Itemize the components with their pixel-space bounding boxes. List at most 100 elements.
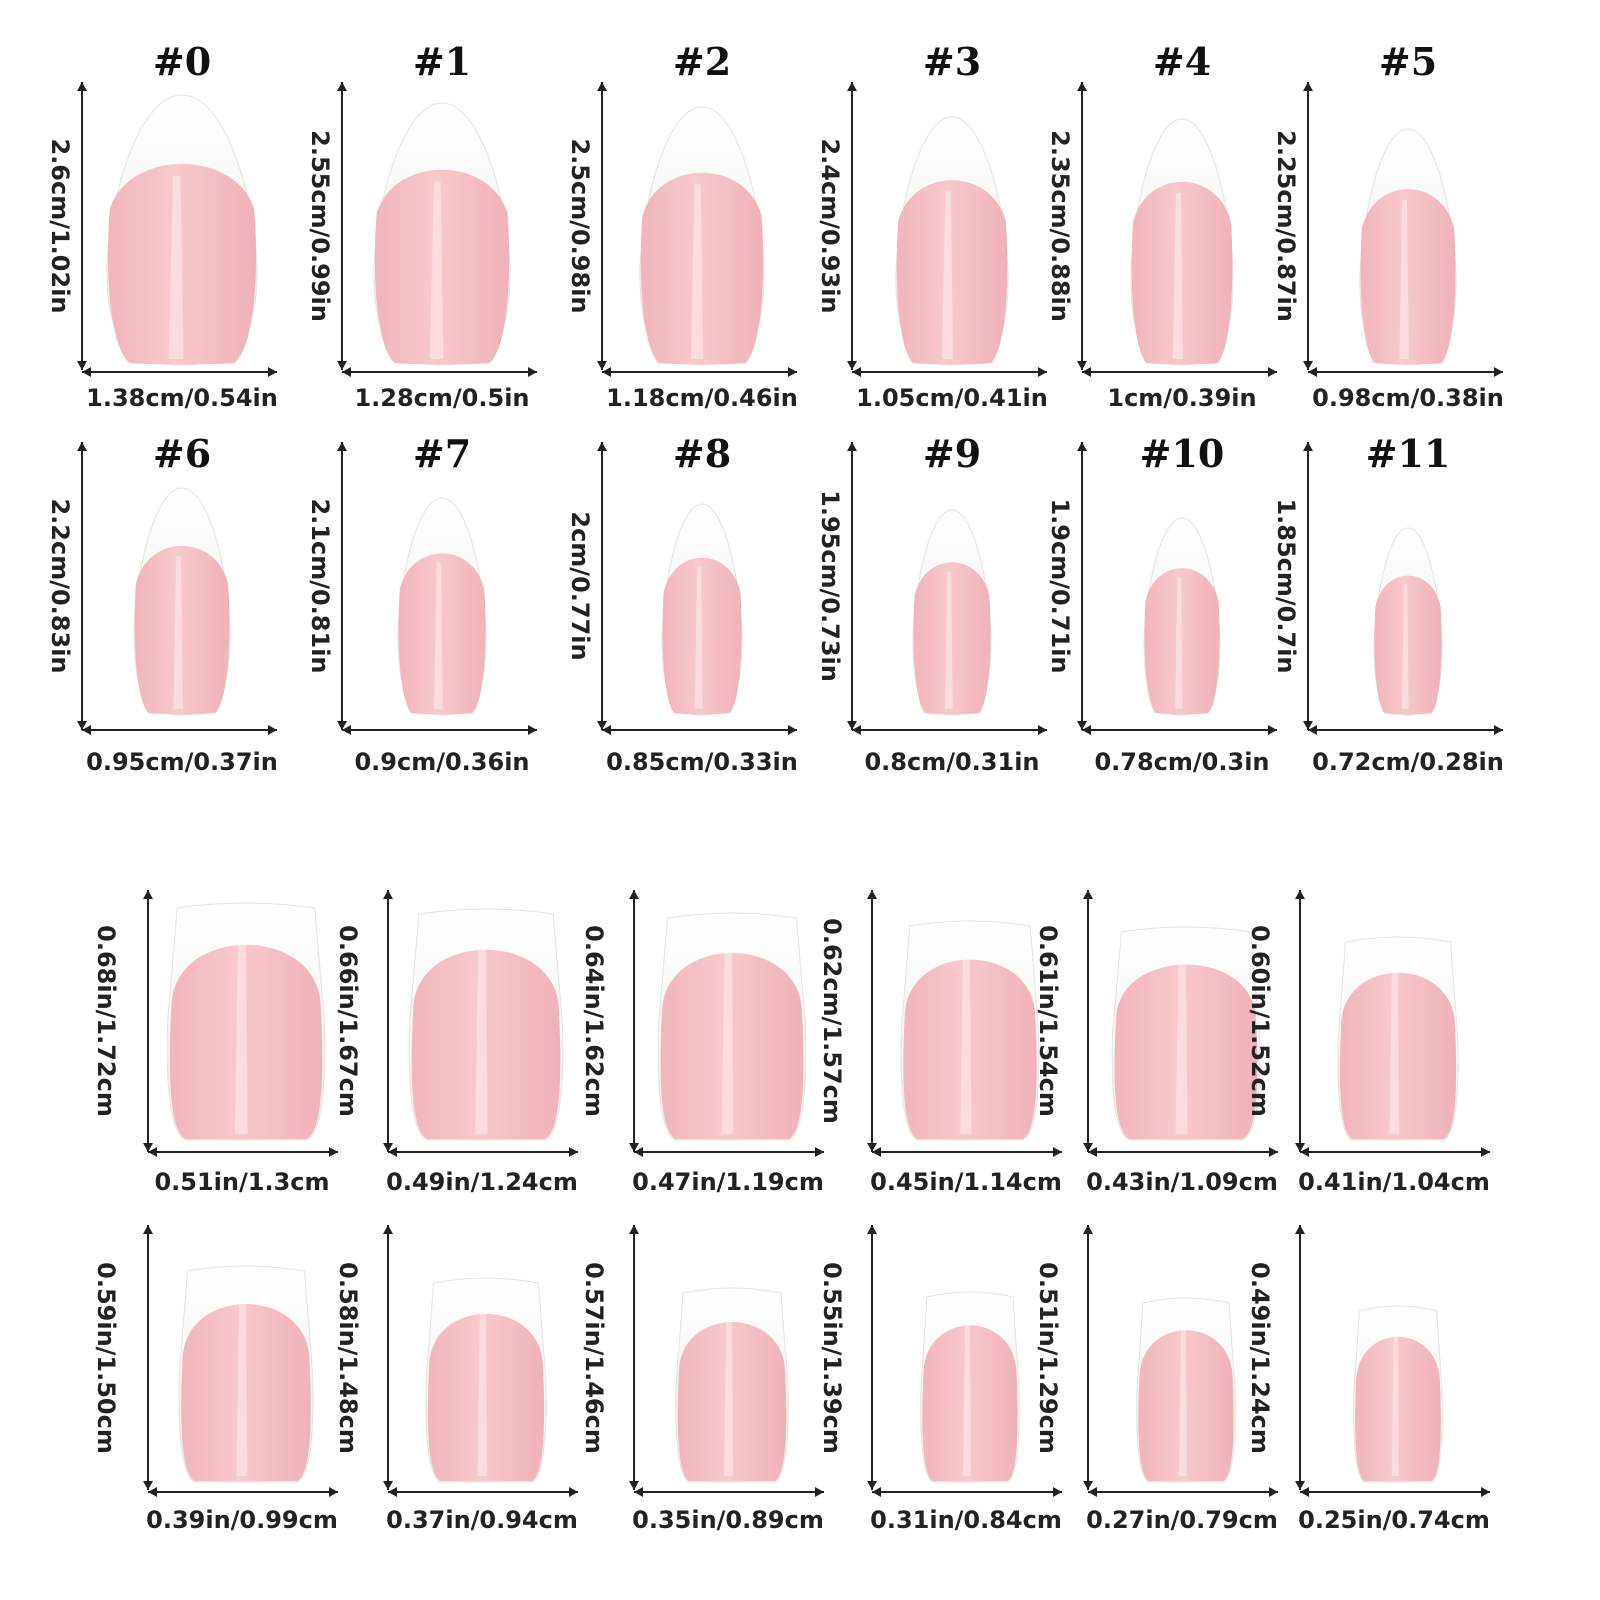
square-nail-11: [1353, 1305, 1443, 1483]
height-label: 0.51in/1.29cm: [1034, 1261, 1062, 1454]
width-arrow: [872, 1487, 1062, 1497]
height-label: 2.55cm/0.99in: [306, 130, 334, 322]
height-arrow: [1077, 82, 1087, 370]
height-arrow: [77, 82, 87, 370]
size-label: #6: [152, 431, 212, 476]
height-arrow: [337, 442, 347, 730]
height-label: 0.59in/1.50cm: [92, 1261, 120, 1454]
height-arrow: [1083, 890, 1093, 1152]
height-label: 0.68in/1.72cm: [92, 925, 120, 1117]
height-arrow: [867, 1225, 877, 1490]
width-label: 0.9cm/0.36in: [354, 748, 530, 776]
width-label: 0.41in/1.04cm: [1298, 1168, 1490, 1196]
height-arrow: [629, 1225, 639, 1490]
square-nail-3: [900, 920, 1040, 1141]
height-label: 2.1cm/0.81in: [306, 498, 334, 674]
width-arrow: [1088, 1487, 1278, 1497]
height-arrow: [143, 1225, 153, 1490]
width-arrow: [602, 725, 797, 735]
height-arrow: [337, 82, 347, 370]
square-nail-0: [166, 902, 326, 1141]
height-arrow: [383, 890, 393, 1152]
height-arrow: [847, 82, 857, 370]
square-nail-9: [920, 1291, 1020, 1483]
width-label: 0.43in/1.09cm: [1086, 1168, 1278, 1196]
width-arrow: [852, 367, 1047, 377]
height-label: 1.9cm/0.71in: [1046, 498, 1074, 674]
height-label: 0.66in/1.67cm: [334, 925, 362, 1117]
width-label: 0.98cm/0.38in: [1312, 384, 1504, 412]
width-label: 0.95cm/0.37in: [86, 748, 278, 776]
almond-nail-7: [397, 497, 487, 716]
width-arrow: [82, 367, 277, 377]
height-label: 0.49in/1.24cm: [1246, 1261, 1274, 1454]
almond-nail-1: [373, 102, 511, 366]
width-arrow: [1308, 367, 1503, 377]
height-arrow: [143, 890, 153, 1152]
almond-nail-2: [639, 106, 765, 366]
almond-nail-5: [1359, 128, 1457, 366]
width-arrow: [634, 1487, 824, 1497]
height-arrow: [1295, 890, 1305, 1152]
width-arrow: [1082, 725, 1277, 735]
size-label: #7: [412, 431, 472, 476]
almond-nail-4: [1130, 118, 1234, 366]
size-label: #4: [1152, 39, 1212, 84]
height-label: 2.2cm/0.83in: [46, 498, 74, 674]
width-label: 1.38cm/0.54in: [86, 384, 278, 412]
height-label: 2cm/0.77in: [566, 511, 594, 661]
height-label: 2.25cm/0.87in: [1272, 130, 1300, 322]
width-label: 1cm/0.39in: [1107, 384, 1257, 412]
width-label: 0.25in/0.74cm: [1298, 1506, 1490, 1534]
width-arrow: [388, 1487, 578, 1497]
width-arrow: [342, 725, 537, 735]
width-arrow: [148, 1147, 338, 1157]
size-label: #3: [922, 39, 982, 84]
width-arrow: [1300, 1487, 1490, 1497]
height-arrow: [1295, 1225, 1305, 1490]
size-label: #1: [412, 39, 472, 84]
width-label: 0.27in/0.79cm: [1086, 1506, 1278, 1534]
almond-nail-6: [133, 487, 231, 716]
height-label: 0.61in/1.54cm: [1034, 925, 1062, 1117]
width-arrow: [82, 725, 277, 735]
height-arrow: [1083, 1225, 1093, 1490]
square-nail-4: [1111, 926, 1261, 1141]
width-arrow: [872, 1147, 1062, 1157]
almond-nail-0: [106, 94, 258, 366]
height-label: 0.55in/1.39cm: [818, 1261, 846, 1454]
width-label: 0.31in/0.84cm: [870, 1506, 1062, 1534]
size-label: #0: [152, 39, 212, 84]
width-arrow: [1308, 725, 1503, 735]
width-label: 0.49in/1.24cm: [386, 1168, 578, 1196]
height-label: 1.95cm/0.73in: [816, 490, 844, 682]
almond-nail-8: [661, 503, 743, 716]
width-label: 0.78cm/0.3in: [1094, 748, 1270, 776]
width-arrow: [602, 367, 797, 377]
width-label: 0.51in/1.3cm: [154, 1168, 330, 1196]
almond-nail-10: [1143, 517, 1221, 716]
height-label: 0.60in/1.52cm: [1246, 925, 1274, 1117]
size-label: #10: [1139, 431, 1225, 476]
height-arrow: [1303, 442, 1313, 730]
square-nail-8: [675, 1287, 789, 1483]
height-arrow: [867, 890, 877, 1152]
height-label: 2.6cm/1.02in: [46, 138, 74, 314]
width-label: 0.39in/0.99cm: [146, 1506, 338, 1534]
height-label: 1.85cm/0.7in: [1272, 498, 1300, 674]
size-label: #9: [922, 431, 982, 476]
height-label: 0.58in/1.48cm: [334, 1261, 362, 1454]
size-label: #8: [672, 431, 732, 476]
width-label: 0.8cm/0.31in: [864, 748, 1040, 776]
width-label: 1.28cm/0.5in: [354, 384, 530, 412]
width-label: 0.47in/1.19cm: [632, 1168, 824, 1196]
height-arrow: [1077, 442, 1087, 730]
height-arrow: [383, 1225, 393, 1490]
width-arrow: [342, 367, 537, 377]
size-label: #5: [1378, 39, 1438, 84]
square-nail-7: [425, 1277, 547, 1483]
width-arrow: [852, 725, 1047, 735]
width-label: 1.18cm/0.46in: [606, 384, 798, 412]
square-nail-6: [178, 1265, 314, 1483]
